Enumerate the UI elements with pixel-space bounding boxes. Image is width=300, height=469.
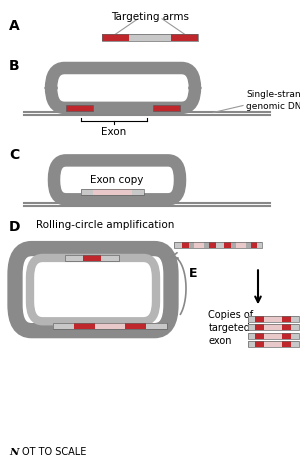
Text: OT TO SCALE: OT TO SCALE [22, 447, 87, 457]
Bar [74, 323, 94, 329]
Text: Copies of
targeted
exon: Copies of targeted exon [208, 310, 253, 346]
Text: C: C [9, 148, 19, 162]
Bar [171, 34, 198, 41]
Bar [209, 242, 216, 249]
Bar [264, 325, 282, 330]
Bar [94, 323, 124, 329]
Bar [248, 316, 298, 322]
Bar [231, 242, 236, 249]
Bar [132, 189, 144, 195]
Bar [64, 255, 82, 261]
Bar [248, 333, 255, 339]
Bar [255, 316, 264, 322]
Bar [264, 316, 282, 322]
Bar [248, 325, 255, 330]
Bar [248, 333, 298, 339]
Bar [255, 341, 264, 347]
Bar [291, 333, 298, 339]
Text: D: D [9, 220, 20, 234]
FancyBboxPatch shape [15, 249, 171, 331]
Bar [204, 242, 209, 249]
Text: Exon copy: Exon copy [90, 174, 144, 185]
Bar [282, 333, 291, 339]
Bar [189, 242, 194, 249]
Bar [251, 242, 257, 249]
Text: N: N [9, 448, 19, 457]
Bar [174, 242, 182, 249]
Bar [93, 189, 132, 195]
Bar [124, 323, 146, 329]
Bar [291, 316, 298, 322]
Bar [282, 341, 291, 347]
Bar [246, 242, 251, 249]
Bar [66, 105, 93, 111]
Bar [216, 242, 224, 249]
Bar [282, 325, 291, 330]
FancyBboxPatch shape [30, 258, 156, 321]
Bar [255, 333, 264, 339]
Text: Rolling-circle amplification: Rolling-circle amplification [36, 220, 174, 230]
Bar [264, 333, 282, 339]
Bar [194, 242, 204, 249]
Text: Targeting arms: Targeting arms [111, 12, 189, 22]
Bar [257, 242, 262, 249]
Bar [182, 242, 189, 249]
Bar [153, 105, 180, 111]
Bar [248, 325, 298, 330]
Text: A: A [9, 19, 20, 33]
FancyBboxPatch shape [51, 68, 195, 108]
Bar [102, 34, 198, 41]
Bar [248, 341, 298, 347]
Bar [224, 242, 231, 249]
Bar [64, 255, 118, 261]
Text: E: E [189, 267, 197, 280]
Bar [52, 323, 166, 329]
Bar [129, 34, 171, 41]
Bar [248, 316, 255, 322]
Bar [248, 341, 255, 347]
Bar [81, 189, 93, 195]
Bar [82, 255, 100, 261]
Bar [236, 242, 246, 249]
Bar [291, 325, 298, 330]
Bar [264, 341, 282, 347]
Bar [255, 325, 264, 330]
Bar [174, 242, 262, 249]
Bar [291, 341, 298, 347]
Bar [146, 323, 167, 329]
Bar [282, 316, 291, 322]
Text: B: B [9, 59, 20, 73]
Bar [100, 255, 118, 261]
FancyBboxPatch shape [54, 160, 180, 199]
Bar [102, 34, 129, 41]
Bar [81, 189, 144, 195]
Text: Single-stranded
genomic DNA: Single-stranded genomic DNA [246, 91, 300, 111]
Bar [52, 323, 74, 329]
Text: Exon: Exon [101, 127, 127, 136]
